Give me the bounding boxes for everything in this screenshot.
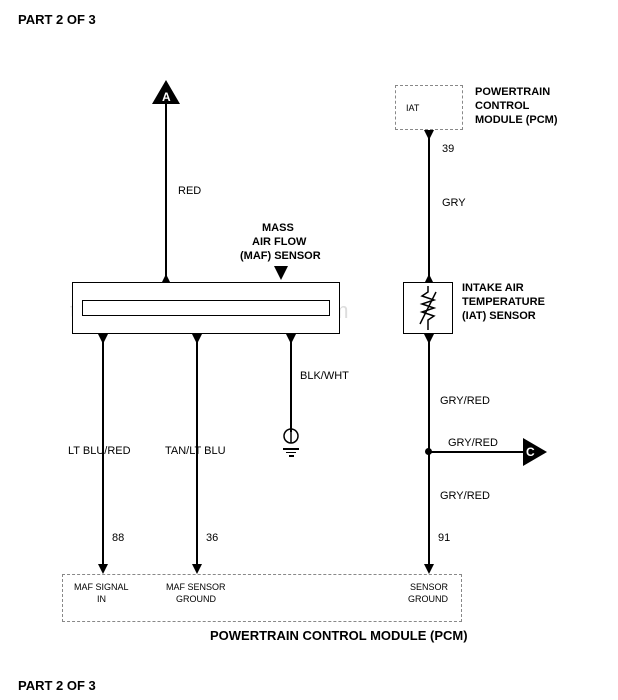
iat-label-3: (IAT) SENSOR [462,310,536,322]
pcm-top-label-2: CONTROL [475,100,529,112]
label-pin36: 36 [206,532,218,544]
label-pin91: 91 [438,532,450,544]
pcm-top-label-3: MODULE (PCM) [475,114,558,126]
arrow-tanltblu-into-pcm [192,564,202,574]
pcm-bottom-label: POWERTRAIN CONTROL MODULE (PCM) [210,628,468,643]
iat-label-1: INTAKE AIR [462,282,524,294]
wire-gryred-to-c [428,451,523,453]
wire-red [165,104,167,282]
label-tanltblu: TAN/LT BLU [165,445,226,457]
pcm-top-label-1: POWERTRAIN [475,86,550,98]
label-pin88: 88 [112,532,124,544]
label-ltblured: LT BLU/RED [68,445,131,457]
ground-symbol [283,448,299,457]
label-gryred-3: GRY/RED [440,490,490,502]
arrow-ltblured-into-pcm [98,564,108,574]
iat-thermistor-icon [418,286,438,330]
pcm-top-pin-iat: IAT [406,103,419,113]
label-gryred-1: GRY/RED [440,395,490,407]
maf-label-1: MASS [262,222,294,234]
part-label-top: PART 2 OF 3 [18,12,96,27]
maf-label-2: AIR FLOW [252,236,306,248]
pin-sensor-ground-1: SENSOR [410,582,448,592]
arrow-gry-from-pcm [424,130,434,140]
arrow-gryred-into-pcm [424,564,434,574]
marker-a-letter: A [162,90,171,104]
pin-maf-ground-2: GROUND [176,594,216,604]
label-pin39: 39 [442,143,454,155]
marker-c-letter: C [526,445,535,459]
maf-label-3: (MAF) SENSOR [240,250,321,262]
label-blkwht: BLK/WHT [300,370,349,382]
pin-maf-signal-1: MAF SIGNAL [74,582,129,592]
wire-gry [428,130,430,282]
iat-label-2: TEMPERATURE [462,296,545,308]
pin-maf-ground-1: MAF SENSOR [166,582,226,592]
label-gryred-2: GRY/RED [448,437,498,449]
pin-sensor-ground-2: GROUND [408,594,448,604]
maf-box-inner [82,300,330,316]
wire-blkwht [290,334,292,432]
part-label-bottom: PART 2 OF 3 [18,678,96,693]
pin-maf-signal-2: IN [97,594,106,604]
label-gry: GRY [442,197,466,209]
maf-pointer-arrow [274,266,288,280]
label-red: RED [178,185,201,197]
